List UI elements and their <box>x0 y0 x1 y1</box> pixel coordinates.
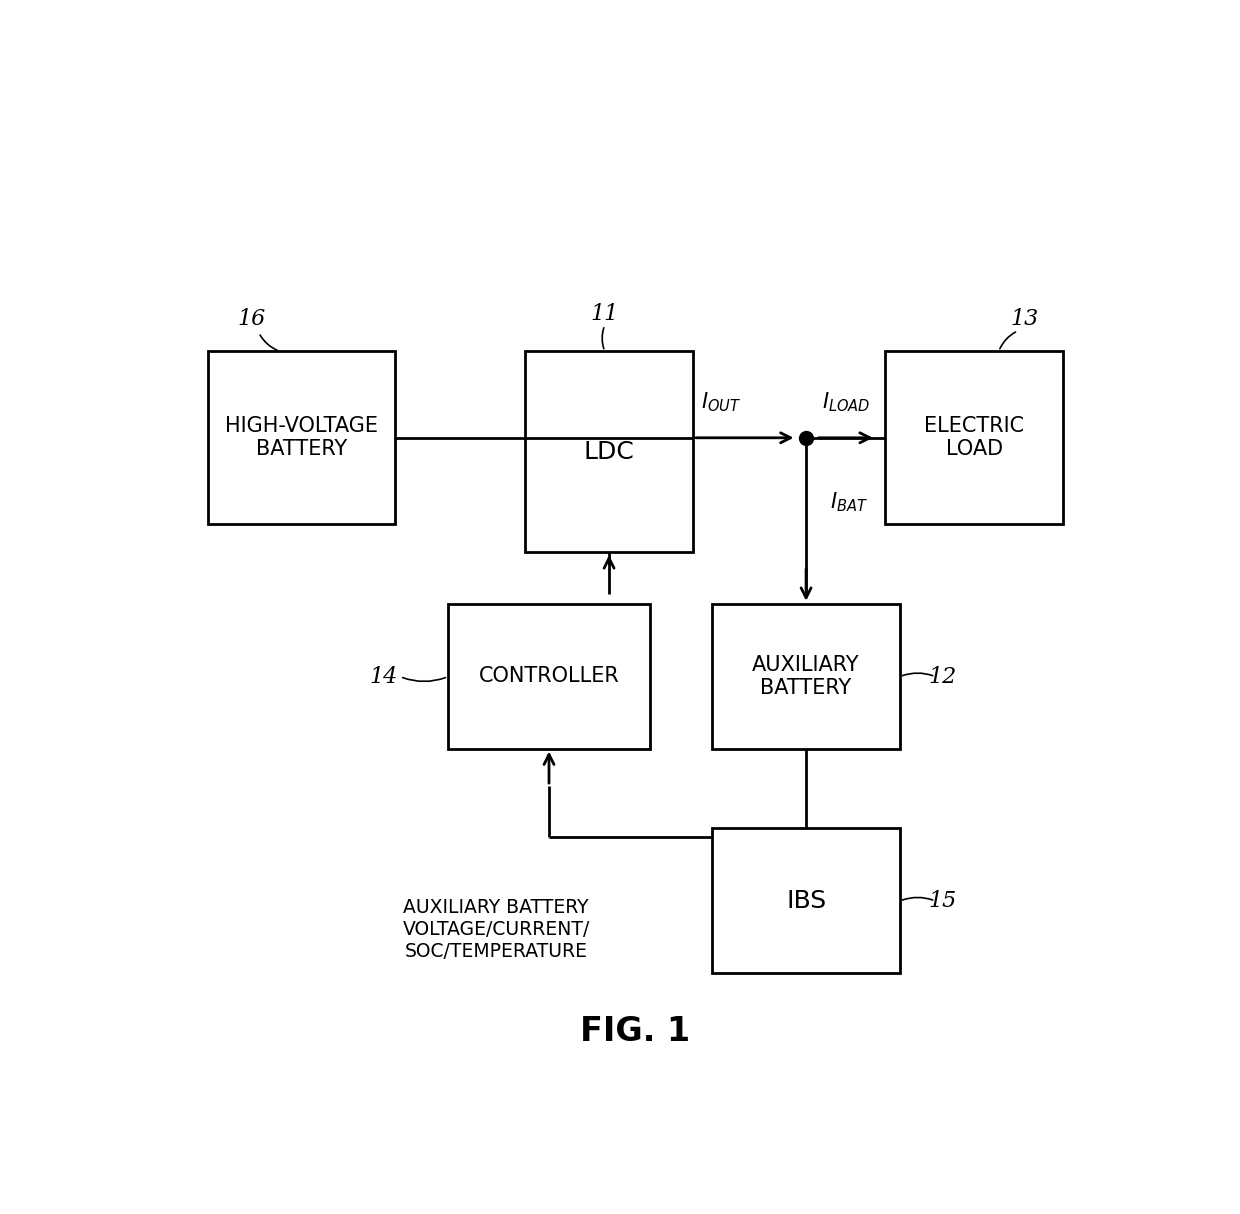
Text: IBS: IBS <box>786 889 826 913</box>
Text: 16: 16 <box>237 307 265 330</box>
Bar <box>885 351 1063 524</box>
Text: $I_{BAT}$: $I_{BAT}$ <box>830 490 868 514</box>
Bar <box>208 351 396 524</box>
Text: LDC: LDC <box>584 439 635 464</box>
Text: AUXILIARY BATTERY
VOLTAGE/CURRENT/
SOC/TEMPERATURE: AUXILIARY BATTERY VOLTAGE/CURRENT/ SOC/T… <box>403 898 590 961</box>
Text: 13: 13 <box>1011 307 1039 330</box>
Bar <box>712 828 900 972</box>
Text: 15: 15 <box>929 890 957 912</box>
Text: 11: 11 <box>590 304 619 325</box>
Text: AUXILIARY
BATTERY: AUXILIARY BATTERY <box>753 654 859 698</box>
Bar <box>448 603 650 749</box>
Text: 12: 12 <box>929 665 957 687</box>
Text: $I_{OUT}$: $I_{OUT}$ <box>701 391 742 414</box>
Text: FIG. 1: FIG. 1 <box>580 1015 691 1048</box>
Text: HIGH-VOLTAGE
BATTERY: HIGH-VOLTAGE BATTERY <box>224 416 378 459</box>
Text: 14: 14 <box>370 665 398 687</box>
Bar <box>525 351 693 552</box>
Text: CONTROLLER: CONTROLLER <box>479 666 620 686</box>
Bar <box>712 603 900 749</box>
Text: $I_{LOAD}$: $I_{LOAD}$ <box>822 391 870 414</box>
Text: ELECTRIC
LOAD: ELECTRIC LOAD <box>924 416 1024 459</box>
